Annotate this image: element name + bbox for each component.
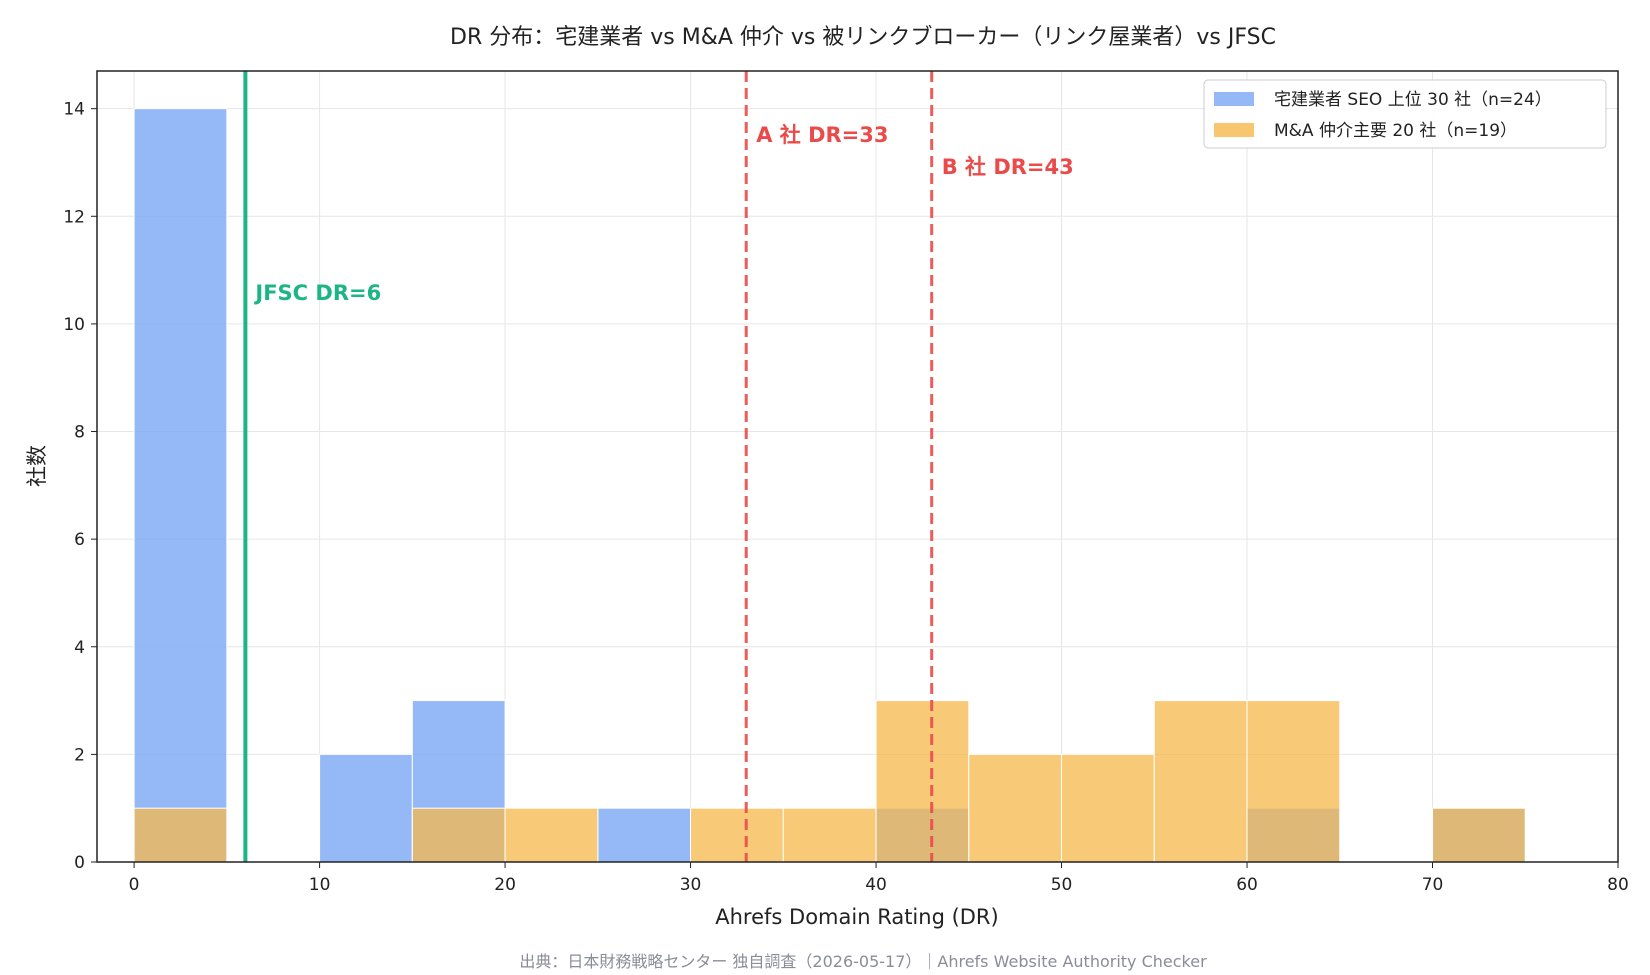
bar-series-1-bin-45: [968, 753, 1063, 863]
reference-lines: JFSC DR=6 A 社 DR=33 B 社 DR=43: [243, 71, 1074, 862]
x-tick-label: 10: [309, 875, 331, 895]
y-axis-label: 社数: [25, 445, 49, 487]
bar-series-1-bin-50: [1061, 753, 1155, 863]
legend: 宅建業者 SEO 上位 30 社（n=24） M&A 仲介主要 20 社（n=1…: [1203, 79, 1607, 149]
bar-series-1-bin-0: [133, 807, 228, 863]
bar-series-1-bin-60: [1246, 700, 1341, 863]
bar-series-1-bin-40: [875, 700, 970, 863]
y-tick-label: 12: [63, 207, 85, 227]
y-tick-label: 8: [74, 423, 85, 443]
x-axis-label: Ahrefs Domain Rating (DR): [715, 905, 998, 929]
y-tick-label: 2: [74, 745, 85, 765]
y-tick-label: 10: [63, 315, 85, 335]
bar-series-1-bin-20: [504, 807, 599, 863]
x-tick-label: 40: [865, 875, 887, 895]
bar-series-0-bin-10: [319, 753, 413, 863]
bar-series-1-bin-70: [1432, 807, 1526, 863]
x-tick-label: 50: [1051, 875, 1073, 895]
bar-series-1-bin-55: [1153, 700, 1248, 863]
x-tick-label: 80: [1607, 875, 1629, 895]
y-tick-label: 6: [74, 530, 85, 550]
x-tick-label: 60: [1236, 875, 1258, 895]
y-tick-label: 14: [63, 100, 85, 120]
x-axis-ticks: 0 10 20 30 40 50 60 70 80: [129, 862, 1629, 895]
chart-title: DR 分布：宅建業者 vs M&A 仲介 vs 被リンクブローカー（リンク屋業者…: [450, 25, 1276, 50]
legend-label-takken: 宅建業者 SEO 上位 30 社（n=24）: [1274, 90, 1552, 110]
legend-swatch-takken: [1214, 92, 1254, 106]
x-tick-label: 20: [494, 875, 516, 895]
bar-series-1-bin-30: [690, 807, 784, 863]
bar-series-1-bin-35: [782, 807, 877, 863]
legend-swatch-ma: [1214, 123, 1254, 137]
reference-label-2: B 社 DR=43: [942, 155, 1074, 179]
y-tick-label: 4: [74, 638, 85, 658]
reference-label-0: JFSC DR=6: [253, 281, 381, 305]
x-tick-label: 0: [129, 875, 140, 895]
legend-frame: [1203, 79, 1607, 149]
bar-series-0-bin-25: [597, 807, 692, 863]
y-axis-ticks: 0 2 4 6 8 10 12 14: [63, 100, 97, 873]
bars: [133, 108, 1526, 863]
bar-series-0-bin-0: [133, 108, 228, 863]
x-tick-label: 70: [1422, 875, 1444, 895]
grid: [97, 71, 1619, 863]
y-tick-label: 0: [74, 853, 85, 873]
reference-label-1: A 社 DR=33: [756, 123, 888, 147]
legend-label-ma: M&A 仲介主要 20 社（n=19）: [1274, 121, 1517, 141]
bar-series-1-bin-15: [411, 807, 506, 863]
source-note: 出典：日本財務戦略センター 独自調査（2026-05-17）｜Ahrefs We…: [519, 952, 1207, 971]
x-tick-label: 30: [680, 875, 702, 895]
plot-frame: [96, 70, 1619, 863]
